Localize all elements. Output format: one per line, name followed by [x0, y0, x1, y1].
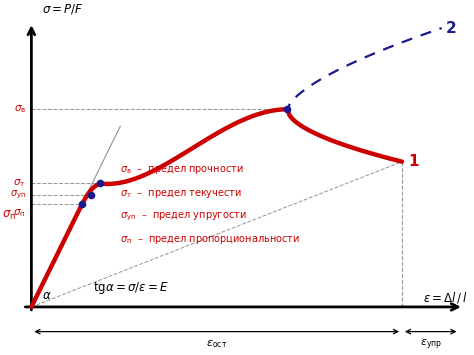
Text: $\sigma = P/F$: $\sigma = P/F$	[42, 2, 84, 16]
Text: $\sigma_{\rm уп}$: $\sigma_{\rm уп}$	[10, 189, 26, 201]
Text: $\varepsilon_{\rm ост}$: $\varepsilon_{\rm ост}$	[206, 338, 228, 350]
Text: $\sigma_{\rm п}$: $\sigma_{\rm п}$	[2, 209, 16, 222]
Text: $\sigma_{\rm т}$: $\sigma_{\rm т}$	[13, 178, 26, 189]
Text: $\varepsilon = \Delta l\,/\,l$: $\varepsilon = \Delta l\,/\,l$	[423, 290, 468, 305]
Text: 2: 2	[446, 21, 457, 36]
Text: $\mathrm{tg}\alpha = \sigma/\varepsilon = E$: $\mathrm{tg}\alpha = \sigma/\varepsilon …	[93, 280, 169, 296]
Text: $\sigma_{\rm в}$  –  предел прочности: $\sigma_{\rm в}$ – предел прочности	[119, 164, 243, 176]
Text: 1: 1	[409, 154, 419, 169]
Text: $\sigma_{\rm т}$  –  предел текучести: $\sigma_{\rm т}$ – предел текучести	[119, 188, 242, 200]
Text: $\sigma_{\rm в}$: $\sigma_{\rm в}$	[14, 104, 26, 115]
Text: $\alpha$: $\alpha$	[42, 289, 52, 302]
Text: $\sigma_{\rm уп}$  –  предел упругости: $\sigma_{\rm уп}$ – предел упругости	[119, 211, 246, 223]
Text: $\varepsilon_{\rm упр}$: $\varepsilon_{\rm упр}$	[419, 338, 442, 353]
Text: $\sigma_{\rm п}$: $\sigma_{\rm п}$	[13, 207, 26, 219]
Text: $\sigma_{\rm п}$  –  предел пропорциональности: $\sigma_{\rm п}$ – предел пропорциональн…	[119, 234, 300, 246]
